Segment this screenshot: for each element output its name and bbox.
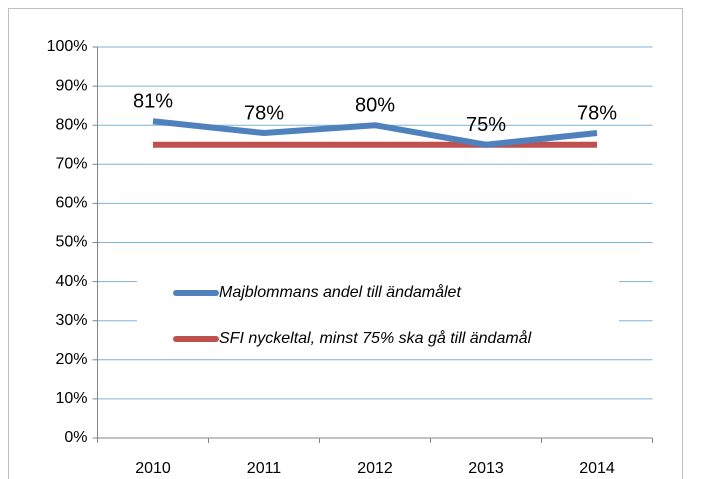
y-tick-label: 70% (55, 156, 87, 173)
y-tick-label: 0% (64, 429, 87, 446)
y-tick-label: 50% (55, 234, 87, 251)
y-tick-label: 10% (55, 390, 87, 407)
series-line (152, 118, 598, 148)
x-tick-label: 2013 (468, 460, 504, 477)
x-tick-label: 2010 (135, 460, 171, 477)
y-tick-label: 90% (55, 77, 87, 94)
x-tick-label: 2014 (579, 460, 615, 477)
x-tick-label: 2011 (247, 460, 282, 477)
data-label: 81% (133, 91, 173, 113)
y-tick-label: 80% (55, 116, 87, 133)
y-tick-label: 20% (55, 351, 87, 368)
y-tick-label: 100% (47, 38, 88, 55)
chart-frame (8, 8, 683, 479)
data-label: 80% (355, 94, 395, 116)
legend-label: Majblommans andel till ändamålet (219, 283, 461, 301)
legend-label: SFI nyckeltal, minst 75% ska gå till änd… (219, 329, 532, 347)
data-label: 78% (244, 102, 284, 124)
y-tick-label: 40% (55, 273, 87, 290)
y-tick-label: 30% (55, 312, 87, 329)
data-label: 78% (577, 102, 617, 124)
y-tick-label: 60% (55, 195, 87, 212)
data-label: 75% (466, 114, 506, 136)
x-tick-label: 2012 (357, 460, 393, 477)
